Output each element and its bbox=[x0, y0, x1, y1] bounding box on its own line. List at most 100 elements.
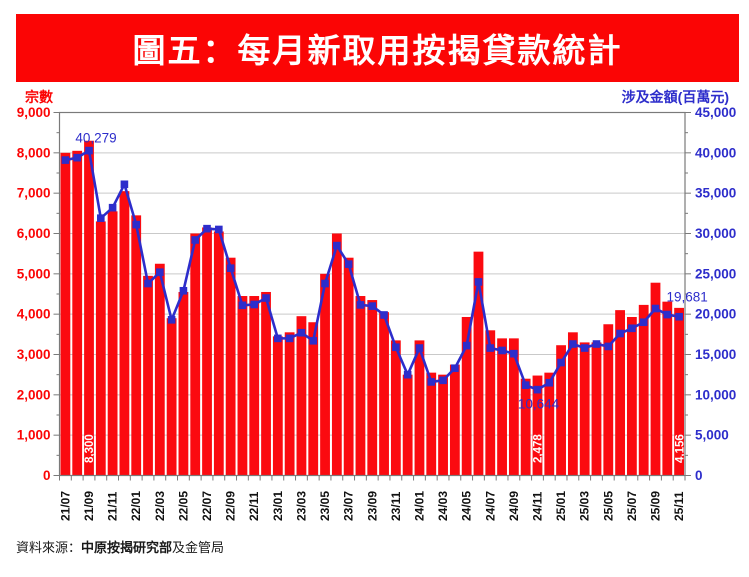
bar-22/10 bbox=[237, 296, 248, 476]
x-axis-label-25/05: 25/05 bbox=[601, 491, 615, 521]
marker-25/07 bbox=[628, 324, 636, 333]
marker-21/10 bbox=[97, 214, 105, 222]
bar-23/11 bbox=[390, 340, 401, 476]
marker-25/06 bbox=[616, 329, 624, 338]
x-axis-label-22/07: 22/07 bbox=[200, 491, 214, 521]
bar-25/03 bbox=[579, 342, 590, 476]
right-axis-tick-label: 15,000 bbox=[695, 347, 736, 362]
source-line: 資料來源：中原按揭研究部及金管局 bbox=[16, 537, 224, 556]
left-axis-tick-label: 0 bbox=[43, 468, 51, 483]
marker-23/11 bbox=[392, 343, 400, 352]
marker-25/02 bbox=[569, 340, 577, 348]
source-org: 中原按揭研究部 bbox=[81, 540, 173, 555]
bar-24/03 bbox=[438, 374, 448, 476]
right-axis-tick-label: 40,000 bbox=[695, 145, 736, 160]
x-axis-label-21/11: 21/11 bbox=[106, 491, 120, 521]
bar-21/09 bbox=[84, 140, 94, 476]
bar-25/07 bbox=[626, 316, 637, 476]
marker-24/06 bbox=[474, 278, 483, 286]
marker-25/04 bbox=[592, 340, 601, 348]
marker-24/04 bbox=[451, 364, 459, 373]
marker-25/03 bbox=[580, 344, 589, 352]
left-axis-tick-label: 3,000 bbox=[17, 347, 51, 362]
title-banner: 圖五：每月新取用按揭貸款統計 bbox=[16, 14, 739, 82]
marker-25/10 bbox=[663, 310, 672, 319]
marker-23/12 bbox=[403, 370, 412, 379]
marker-25/11 bbox=[675, 312, 683, 321]
x-axis-label-22/09: 22/09 bbox=[224, 491, 238, 521]
right-axis-tick-label: 5,000 bbox=[695, 428, 729, 443]
bar-22/03 bbox=[154, 263, 165, 476]
bar-22/12 bbox=[261, 291, 271, 476]
bar-23/12 bbox=[402, 374, 413, 476]
x-axis-label-22/03: 22/03 bbox=[153, 491, 167, 521]
x-axis-label-24/01: 24/01 bbox=[412, 491, 426, 521]
marker-22/03 bbox=[156, 268, 164, 277]
source-prefix: 資料來源： bbox=[16, 540, 82, 555]
x-axis-label-24/09: 24/09 bbox=[507, 491, 521, 521]
bar-23/07 bbox=[343, 257, 354, 476]
chart-title: 圖五：每月新取用按揭貸款統計 bbox=[132, 32, 623, 69]
marker-23/08 bbox=[356, 301, 365, 309]
x-axis-label-23/11: 23/11 bbox=[389, 491, 403, 521]
bar-23/09 bbox=[367, 300, 378, 476]
x-axis-label-25/03: 25/03 bbox=[578, 491, 592, 521]
x-axis-label-21/09: 21/09 bbox=[82, 491, 96, 521]
right-axis-tick-label: 25,000 bbox=[695, 266, 736, 281]
marker-24/10 bbox=[521, 381, 530, 389]
right-axis-tick-label: 35,000 bbox=[695, 186, 736, 201]
marker-22/05 bbox=[179, 286, 188, 295]
bar-21/07 bbox=[60, 152, 71, 476]
bar-23/10 bbox=[379, 312, 389, 476]
marker-24/01 bbox=[415, 344, 424, 352]
x-axis-label-23/07: 23/07 bbox=[342, 491, 356, 521]
bar-23/06 bbox=[331, 233, 342, 476]
bar-21/12 bbox=[119, 191, 130, 476]
right-axis-tick-label: 0 bbox=[695, 468, 703, 483]
x-axis-label-22/01: 22/01 bbox=[129, 491, 143, 521]
marker-23/02 bbox=[285, 334, 294, 343]
bar-23/03 bbox=[296, 316, 307, 476]
x-axis-label-24/07: 24/07 bbox=[483, 491, 497, 521]
bar-22/11 bbox=[249, 296, 260, 476]
bar-24/08 bbox=[497, 338, 507, 476]
x-axis-label-23/05: 23/05 bbox=[318, 491, 332, 521]
marker-22/04 bbox=[167, 316, 176, 324]
marker-25/01 bbox=[557, 358, 565, 367]
line-value-label-25/11: 19,681 bbox=[666, 290, 707, 305]
bar-21/11 bbox=[107, 211, 118, 476]
marker-24/05 bbox=[462, 341, 471, 350]
marker-24/12 bbox=[545, 378, 554, 387]
marker-22/02 bbox=[144, 279, 152, 288]
marker-25/08 bbox=[639, 318, 648, 327]
x-axis-label-22/11: 22/11 bbox=[247, 491, 261, 521]
marker-24/09 bbox=[510, 349, 518, 358]
marker-21/12 bbox=[120, 180, 129, 189]
bar-24/09 bbox=[508, 338, 519, 476]
bar-23/04 bbox=[308, 322, 319, 476]
marker-24/03 bbox=[439, 376, 447, 385]
marker-22/10 bbox=[238, 301, 247, 310]
bar-24/10 bbox=[520, 378, 531, 476]
left-axis-tick-label: 8,000 bbox=[17, 145, 51, 160]
bar-value-label-21/09: 8,300 bbox=[84, 434, 96, 463]
bar-24/06 bbox=[473, 251, 484, 476]
bar-25/10 bbox=[662, 301, 673, 476]
bar-22/06 bbox=[190, 233, 201, 476]
right-axis-tick-label: 30,000 bbox=[695, 226, 736, 241]
bar-22/07 bbox=[202, 227, 212, 476]
bar-22/09 bbox=[225, 257, 236, 476]
left-axis-tick-label: 7,000 bbox=[17, 186, 51, 201]
right-axis-tick-label: 10,000 bbox=[695, 387, 736, 402]
bar-25/08 bbox=[638, 304, 649, 476]
bar-21/10 bbox=[95, 221, 106, 476]
left-axis-tick-label: 4,000 bbox=[17, 307, 51, 322]
marker-23/05 bbox=[321, 279, 329, 288]
x-axis-label-24/05: 24/05 bbox=[460, 491, 474, 521]
bar-23/08 bbox=[355, 296, 366, 476]
marker-22/01 bbox=[132, 220, 141, 229]
marker-23/06 bbox=[333, 241, 341, 250]
x-axis-label-25/09: 25/09 bbox=[648, 491, 662, 521]
